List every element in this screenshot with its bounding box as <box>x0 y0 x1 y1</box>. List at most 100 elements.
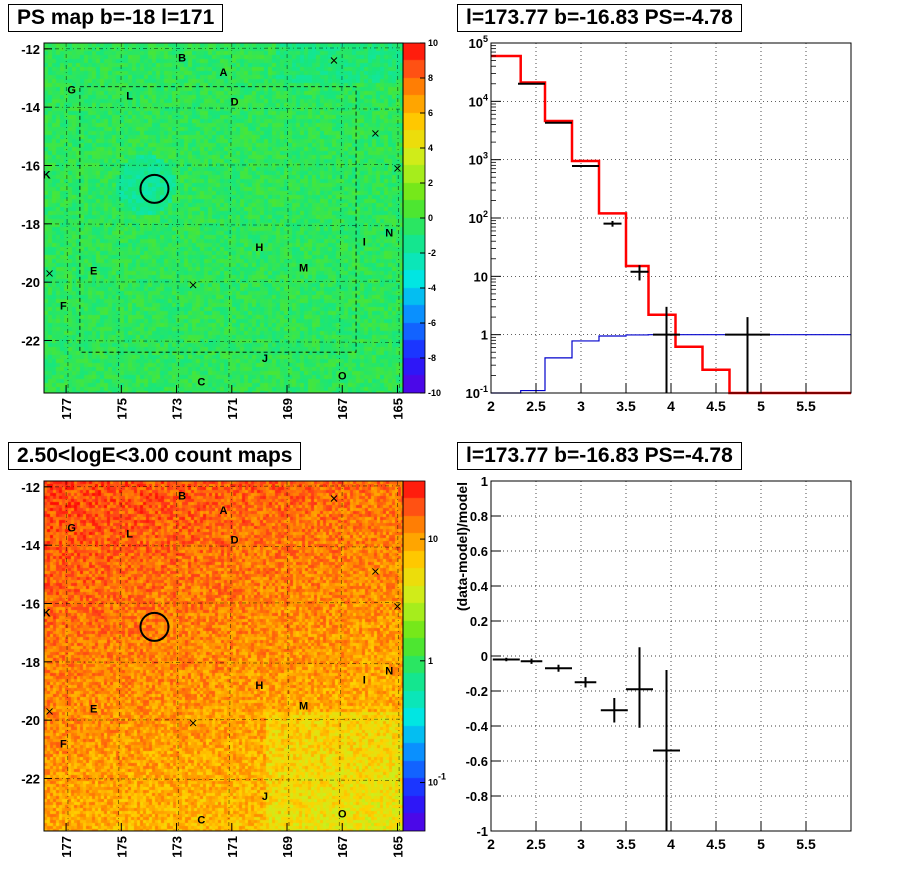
source-label: E <box>90 704 97 716</box>
source-label: B <box>178 491 186 503</box>
y-tick-label: 0.8 <box>470 509 488 524</box>
source-label: I <box>363 236 366 248</box>
source-cross-marker <box>189 281 197 289</box>
source-label: J <box>262 353 268 365</box>
colorbar-tick-label: 8 <box>428 73 433 83</box>
map-y-tick-label: -20 <box>21 713 40 728</box>
y-tick-label: 0.2 <box>470 614 488 629</box>
source-cross-marker <box>330 495 338 502</box>
y-tick-label: 10-1 <box>466 384 488 401</box>
source-label: C <box>197 376 205 388</box>
map-y-tick-label: -14 <box>21 100 41 115</box>
x-tick-label: 3.5 <box>616 836 636 852</box>
source-cross-marker <box>372 130 379 137</box>
source-label: L <box>126 91 133 103</box>
colorbar-tick-label: 10 <box>428 38 438 48</box>
map-grid-line <box>117 480 122 832</box>
map-grid-line <box>65 480 69 832</box>
ps-map-heatmap <box>44 43 403 393</box>
colorbar-tick-label: -2 <box>428 248 436 258</box>
x-tick-label: 5 <box>757 398 765 414</box>
source-label: J <box>262 791 268 803</box>
y-tick-label: 0.4 <box>470 579 489 594</box>
residual-plot: 2 2.5 3 3.5 4 4.5 5 5.5 1 0.8 0.6 0.4 0.2 0 -0.2 -0.4 -0… <box>454 474 852 852</box>
map-x-tick-label: 169 <box>280 836 295 858</box>
x-tick-label: 5 <box>757 836 765 852</box>
source-label: H <box>255 680 263 692</box>
colorbar-tick-label: 0 <box>428 213 433 223</box>
y-tick-label: -0.6 <box>466 754 488 769</box>
map-grid-line <box>43 661 404 665</box>
map-grid-line <box>43 602 404 604</box>
source-label: D <box>231 96 239 108</box>
colorbar-tick-label: -8 <box>428 353 436 363</box>
y-tick-label: 0 <box>481 649 488 664</box>
target-circle-marker <box>139 173 170 204</box>
x-tick-label: 5.5 <box>796 836 816 852</box>
ps-map-panel: PS map b=-18 l=171 -12 -14 -16 -18 -20 -22 177… <box>0 0 449 437</box>
source-label: F <box>60 739 67 751</box>
map-grid-line <box>397 42 400 394</box>
count-map-panel: 2.50<logE<3.00 count maps -12 -14 -16 -18 -2… <box>0 437 449 875</box>
source-label: A <box>220 505 228 517</box>
map-y-tick-label: -18 <box>21 655 40 670</box>
spectrum-title: l=173.77 b=-16.83 PS=-4.78 <box>457 4 742 32</box>
source-cross-marker <box>394 603 401 610</box>
map-grid-line <box>43 718 404 721</box>
map-grid-line <box>43 280 404 283</box>
map-grid-line <box>338 42 343 394</box>
x-tick-label: 4 <box>667 836 675 852</box>
count-map-heatmap <box>44 481 403 831</box>
map-y-tick-label: -12 <box>21 480 40 495</box>
map-y-tick-label: -12 <box>21 42 40 57</box>
x-tick-label: 3 <box>577 836 585 852</box>
y-tick-label: 0.6 <box>470 544 488 559</box>
map-x-tick-label: 171 <box>225 836 240 858</box>
colorbar-frame <box>402 480 426 832</box>
x-tick-label: 3 <box>577 398 585 414</box>
source-label: A <box>220 67 228 79</box>
source-label: H <box>255 242 263 254</box>
source-label: D <box>231 534 239 546</box>
source-label: E <box>90 266 97 278</box>
map-x-tick-label: 165 <box>390 398 405 420</box>
source-label: L <box>126 529 133 541</box>
spectrum-panel: l=173.77 b=-16.83 PS=-4.78 2 2.5 3 3.5 4 4.5 5… <box>449 0 898 437</box>
map-x-tick-label: 175 <box>114 836 129 858</box>
map-x-tick-label: 169 <box>280 398 295 420</box>
y-tick-label: -1 <box>476 824 488 839</box>
source-label: N <box>385 666 393 678</box>
y-tick-label: 103 <box>469 151 488 168</box>
map-y-tick-label: -16 <box>21 597 40 612</box>
source-cross-marker <box>46 270 53 277</box>
ps-map-title: PS map b=-18 l=171 <box>8 4 224 32</box>
roi-outline <box>79 86 357 353</box>
source-label: M <box>299 263 308 275</box>
y-tick-label: -0.2 <box>466 684 488 699</box>
map-frame <box>43 42 404 394</box>
count-map-title: 2.50<logE<3.00 count maps <box>8 442 302 470</box>
residual-title: l=173.77 b=-16.83 PS=-4.78 <box>457 442 742 470</box>
map-grid-line <box>43 164 404 166</box>
map-grid-line <box>43 778 404 781</box>
count-map-colorbar <box>403 481 425 831</box>
source-label: K <box>43 607 51 619</box>
y-tick-label: 1 <box>481 328 488 343</box>
source-label: B <box>178 53 186 65</box>
residual-panel: l=173.77 b=-16.83 PS=-4.78 2 2.5 3 3.5 4 4.5 5… <box>449 437 898 875</box>
x-tick-label: 2 <box>487 398 495 414</box>
map-x-tick-label: 171 <box>225 398 240 420</box>
map-x-tick-label: 165 <box>390 836 405 858</box>
map-grid-line <box>228 42 233 394</box>
count-map-axes: -12 -14 -16 -18 -20 -22 177 175 173 171 169 167 165 1… <box>21 480 446 858</box>
model-total-step <box>491 54 851 395</box>
source-label: I <box>363 674 366 686</box>
source-label: C <box>197 814 205 826</box>
map-grid-line <box>43 485 404 488</box>
map-y-tick-label: -22 <box>21 334 40 349</box>
colorbar-tick-label: 2 <box>428 178 433 188</box>
map-y-tick-label: -20 <box>21 275 40 290</box>
colorbar-tick-label: 6 <box>428 108 433 118</box>
y-tick-label: 105 <box>469 34 488 51</box>
